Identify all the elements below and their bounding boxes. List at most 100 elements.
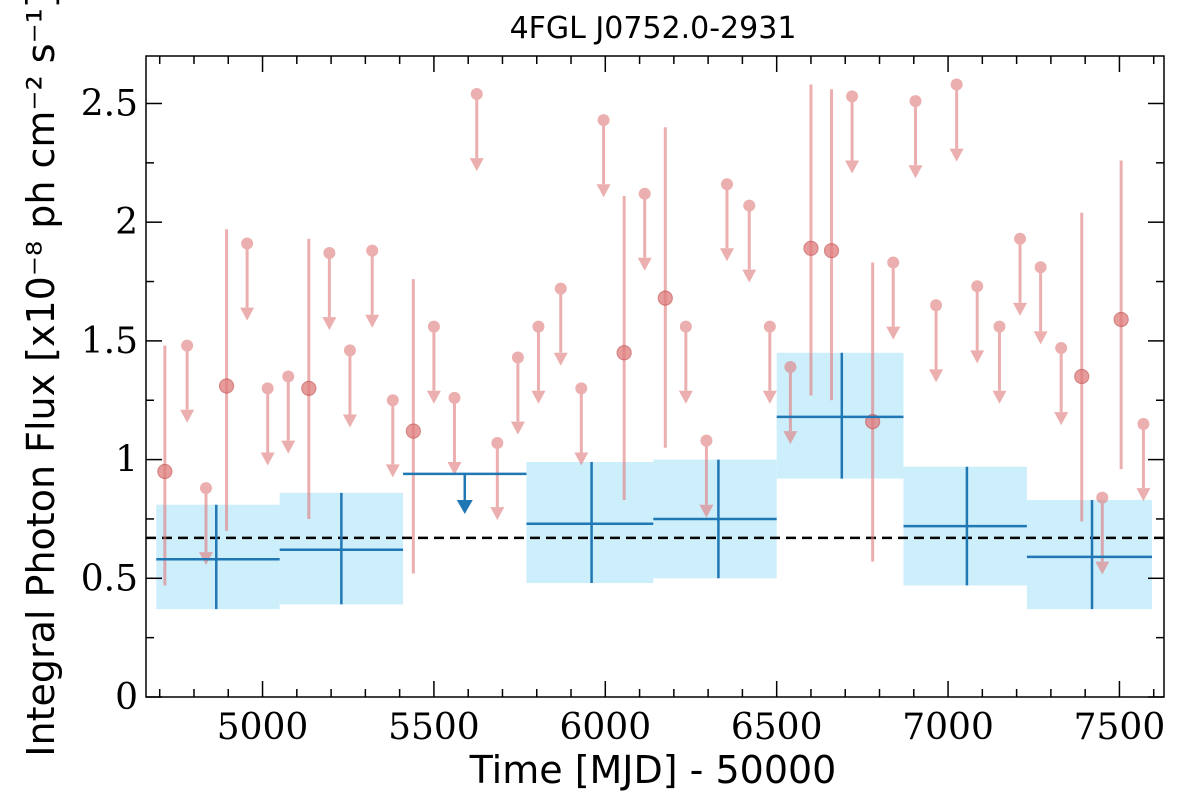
upper-limit-marker — [1137, 417, 1150, 430]
plot-frame — [145, 55, 1165, 698]
upper-limit-marker — [554, 282, 567, 295]
upper-limit-arrow — [949, 148, 964, 162]
upper-limit-arrow — [596, 184, 611, 198]
short-bin-upper-limit — [281, 370, 296, 454]
upper-limit-marker — [679, 320, 692, 333]
x-tick-label: 6500 — [731, 707, 823, 748]
upper-limit-marker — [720, 178, 733, 191]
upper-limit-arrow — [678, 390, 693, 404]
short-bin-detection — [616, 196, 632, 500]
upper-limit-marker — [887, 256, 900, 269]
upper-limit-arrow — [929, 369, 944, 383]
short-bin-upper-limit — [949, 78, 964, 162]
detection-marker — [157, 463, 173, 480]
upper-limit-marker — [638, 187, 651, 200]
upper-limit-arrow — [531, 390, 546, 404]
long-limit-arrow — [456, 499, 473, 514]
short-bin-upper-limit — [783, 361, 798, 445]
detection-marker — [803, 240, 819, 256]
short-bin-detection — [301, 238, 317, 519]
upper-limit-arrow — [385, 464, 400, 478]
y-tick-label: 1 — [115, 440, 138, 481]
short-bin-upper-limit — [553, 282, 568, 366]
y-tick-label: 1.5 — [81, 321, 138, 362]
upper-limit-marker — [448, 391, 461, 404]
short-bin-upper-limit — [845, 90, 860, 174]
short-bin-upper-limit — [719, 178, 734, 262]
short-bin-upper-limit — [596, 114, 611, 198]
upper-limit-arrow — [1054, 412, 1069, 426]
upper-limit-arrow — [762, 390, 777, 404]
upper-limit-arrow — [1013, 302, 1028, 316]
upper-limit-arrow — [240, 307, 255, 321]
upper-limit-arrow — [719, 248, 734, 262]
upper-limit-arrow — [510, 421, 525, 435]
upper-limit-arrow — [281, 440, 296, 454]
y-axis-label: Integral Photon Flux [x10⁻⁸ ph cm⁻² s⁻¹] — [19, 0, 63, 757]
upper-limit-arrow — [1095, 561, 1110, 575]
x-tick-label: 7000 — [902, 707, 994, 748]
upper-limit-arrow — [992, 390, 1007, 404]
y-tick-label: 0.5 — [81, 558, 138, 599]
short-bin-upper-limit — [322, 247, 337, 331]
upper-limit-marker — [386, 394, 399, 407]
upper-limit-arrow — [742, 269, 757, 283]
y-tick-label: 2 — [115, 202, 138, 243]
long-bin-band — [1026, 499, 1153, 610]
short-bin-upper-limit — [531, 320, 546, 404]
short-bin-detection — [823, 89, 840, 401]
short-bin-detection — [1113, 160, 1129, 470]
short-bin-upper-limit — [637, 187, 652, 271]
upper-limit-arrow — [1033, 331, 1048, 345]
short-bin-upper-limit — [992, 320, 1007, 404]
upper-limit-marker — [930, 299, 943, 312]
short-bin-detection — [157, 345, 173, 586]
upper-limit-arrow — [180, 409, 195, 423]
upper-limit-marker — [743, 199, 756, 212]
short-bin-upper-limit — [426, 320, 441, 404]
axes: 0 0.5 1 1.5 2 2.5 5000 5500 6000 6500 7000 7500 — [81, 55, 1165, 748]
short-bin-upper-limit — [929, 299, 944, 383]
upper-limit-marker — [261, 382, 274, 395]
long-bin-detection — [279, 492, 404, 605]
short-bin-upper-limit — [342, 344, 357, 428]
short-bin-detection — [657, 127, 673, 448]
short-bin-upper-limit — [678, 320, 693, 404]
short-bin-upper-limit — [574, 382, 589, 466]
short-bin-upper-limit — [762, 320, 777, 404]
short-bin-detection — [803, 84, 819, 396]
x-tick-label: 5500 — [388, 707, 480, 748]
detection-marker — [1074, 368, 1090, 385]
x-axis-label: Time [MJD] - 50000 — [469, 748, 837, 792]
short-bin-upper-limit — [510, 351, 525, 435]
short-bin-upper-limit — [490, 436, 505, 521]
short-bin-upper-limit — [1054, 342, 1069, 426]
chart-title: 4FGL J0752.0-2931 — [510, 11, 797, 46]
short-bin-upper-limit — [886, 256, 901, 340]
short-bin-upper-limit — [469, 87, 484, 172]
upper-limit-marker — [181, 339, 194, 352]
upper-limit-marker — [511, 351, 524, 364]
short-bin-detection — [405, 279, 421, 574]
x-tick-label: 5000 — [217, 707, 309, 748]
upper-limit-marker — [1055, 342, 1068, 355]
long-bin-detection — [903, 466, 1027, 586]
upper-limit-arrow — [342, 414, 357, 428]
upper-limit-arrow — [637, 257, 652, 271]
upper-limit-marker — [199, 482, 212, 495]
short-bin-upper-limit — [742, 199, 757, 283]
long-bin-detection — [1026, 499, 1153, 610]
upper-limit-arrow — [322, 317, 337, 331]
detection-marker — [1113, 311, 1129, 328]
upper-limit-arrow — [365, 314, 380, 328]
upper-limit-marker — [470, 87, 483, 100]
upper-limit-arrow — [970, 350, 985, 364]
short-bin-upper-limit — [385, 394, 400, 478]
upper-limit-arrow — [260, 452, 275, 466]
upper-limit-arrow — [574, 452, 589, 466]
upper-limit-marker — [491, 436, 504, 449]
short-bin-upper-limit — [1095, 491, 1110, 575]
upper-limit-marker — [366, 244, 379, 257]
short-bin-upper-limit — [970, 280, 985, 364]
detection-marker — [301, 380, 317, 396]
